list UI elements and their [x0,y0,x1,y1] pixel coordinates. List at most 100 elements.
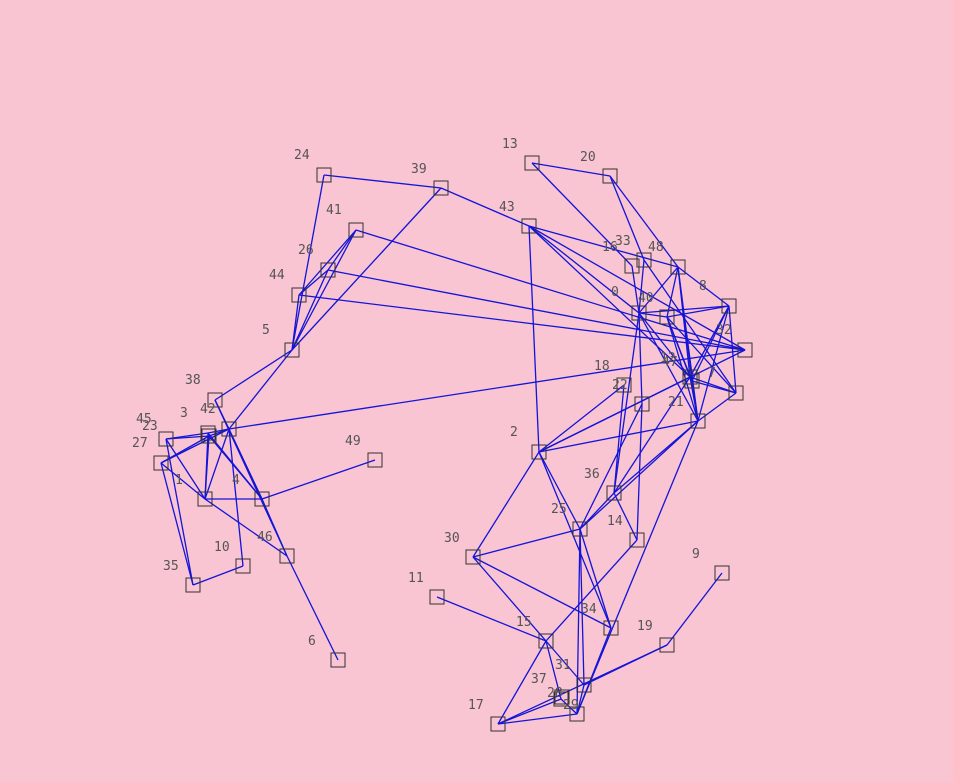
node-box [728,385,744,401]
node-box [616,377,632,393]
node-box [279,548,295,564]
node-label: 23 [142,419,158,434]
edge-28-29 [560,698,578,715]
edge-15-17 [497,640,547,725]
node-47: 47 [662,355,700,389]
edge-40-8 [666,305,730,318]
node-34: 34 [581,602,619,636]
node-box [158,431,174,447]
edge-2-25 [538,451,581,530]
edge-46-6 [286,555,339,661]
node-label: 22 [612,378,628,393]
node-label: 0 [611,285,619,300]
edge-45-1 [165,438,206,500]
edge-11-15 [436,596,547,642]
node-box [320,262,336,278]
edge-41-5 [291,229,357,351]
node-box [531,444,547,460]
node-label: 32 [716,323,732,338]
node-16: 16 [602,240,640,274]
node-box [201,428,217,444]
node-box [721,298,737,314]
edge-48-0 [638,266,679,314]
node-label: 39 [411,162,427,177]
node-29: 29 [563,698,585,722]
edge-43-48 [528,225,679,268]
edge-0-36 [613,312,640,494]
edge-41-32 [355,229,746,351]
edge-30-15 [472,556,547,642]
edge-34-29 [576,627,612,715]
node-label: 11 [408,571,424,586]
edge-26-5 [291,269,329,351]
node-35: 35 [163,559,201,593]
edge-25-31 [579,528,585,686]
edge-39-43 [440,187,530,227]
node-label: 44 [269,268,285,283]
node-box [538,633,554,649]
edge-33-7 [643,259,737,394]
edge-42-10 [228,428,244,567]
node-10: 10 [214,540,251,574]
node-20: 20 [580,150,618,184]
node-38: 38 [185,373,223,408]
edge-26-32 [327,269,746,351]
node-label: 24 [294,148,310,163]
node-box [200,425,216,441]
node-label: 10 [214,540,230,555]
node-layer: 0123456789101112131415161718192021222324… [132,137,753,732]
node-label: 46 [257,530,273,545]
node-label: 7 [708,366,716,381]
edge-9-19 [666,572,723,646]
edge-40-21 [666,316,699,422]
node-label: 8 [699,279,707,294]
node-box [714,565,730,581]
edge-32-42 [228,349,746,430]
node-label: 43 [499,200,515,215]
node-11: 11 [408,571,445,605]
node-box [235,558,251,574]
edge-23-1 [204,435,210,500]
node-box [576,677,592,693]
edge-24-5 [291,174,325,351]
edge-31-19 [583,644,668,686]
edge-24-39 [323,174,442,189]
node-box [433,180,449,196]
node-label: 30 [444,531,460,546]
edge-18-36 [613,384,625,494]
edge-12-36 [613,376,691,494]
node-box [524,155,540,171]
node-label: 49 [345,434,361,449]
node-box [737,342,753,358]
edge-13-20 [531,162,611,177]
node-label: 1 [175,473,183,488]
node-box [316,167,332,183]
edge-20-33 [609,175,645,261]
edge-0-22 [638,312,643,405]
node-label: 37 [531,672,547,687]
node-box [690,413,706,429]
node-label: 31 [555,658,571,673]
node-22: 22 [612,378,650,412]
edge-43-0 [528,225,640,314]
edge-12-2 [538,376,691,453]
node-label: 9 [692,547,700,562]
edge-22-14 [636,403,643,541]
node-label: 41 [326,203,342,218]
edge-42-1 [204,428,230,500]
node-box [490,716,506,732]
node-label: 18 [594,359,610,374]
edge-22-25 [579,403,643,530]
node-48: 48 [648,240,686,275]
node-label: 12 [660,351,676,366]
edge-25-30 [472,528,581,558]
edge-8-47 [691,305,730,382]
edge-48-40 [666,266,679,318]
node-label: 35 [163,559,179,574]
node-25: 25 [551,502,588,537]
edge-0-8 [638,305,730,314]
node-box [153,455,169,471]
node-2: 2 [510,425,547,460]
node-label: 47 [662,355,678,370]
node-44: 44 [269,268,307,303]
